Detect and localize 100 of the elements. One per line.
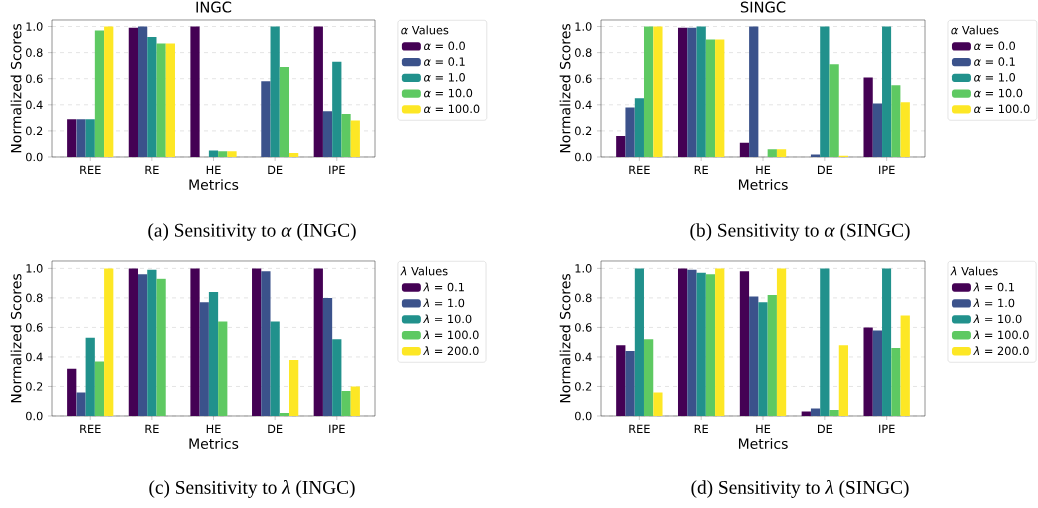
y-tick-label: 1.0	[26, 22, 43, 31]
bar	[76, 392, 86, 416]
y-tick-label: 0.2	[575, 382, 592, 391]
legend-title: λ Values	[400, 266, 448, 276]
bar	[156, 43, 166, 157]
x-tick-label: HE	[206, 424, 221, 433]
bar	[218, 151, 228, 157]
legend-label: α = 0.1	[424, 57, 465, 66]
bar	[715, 268, 725, 416]
bar	[332, 61, 342, 157]
bar	[227, 151, 237, 157]
x-tick-label: IPE	[329, 165, 345, 174]
bar	[653, 392, 663, 416]
y-tick-label: 0.4	[575, 100, 592, 110]
bar	[147, 269, 157, 416]
y-tick-label: 0.6	[575, 323, 592, 332]
y-tick-label: 0.4	[26, 352, 43, 362]
x-tick-label: REE	[629, 165, 650, 174]
bar	[810, 154, 821, 157]
bar	[616, 345, 626, 416]
bar	[341, 390, 351, 416]
x-tick-label: IPE	[329, 424, 345, 433]
bar	[190, 268, 200, 416]
y-tick-label: 0.8	[26, 48, 43, 57]
text: (b) Sensitivity to α (SINGC)	[690, 223, 910, 241]
bar	[643, 339, 654, 416]
bar	[677, 268, 688, 416]
bar	[128, 27, 138, 157]
bar	[322, 297, 333, 416]
x-tick-label: RE	[145, 424, 159, 433]
bar	[687, 27, 697, 157]
bar	[634, 268, 644, 416]
bar	[829, 410, 839, 416]
x-axis-title: Metrics	[189, 438, 239, 449]
y-tick-label: 0.8	[26, 293, 43, 303]
legend-label: α = 0.0	[424, 41, 465, 51]
bar	[67, 119, 77, 157]
x-tick-label: DE	[268, 165, 283, 174]
x-tick-label: DE	[268, 424, 283, 433]
bar	[820, 268, 830, 416]
legend-label: λ = 10.0	[423, 314, 472, 324]
legend-label: λ = 0.1	[973, 282, 1014, 292]
bar	[767, 149, 777, 157]
legend-label: λ = 200.0	[423, 346, 479, 356]
bar	[767, 294, 777, 416]
x-tick-label: RE	[145, 165, 159, 174]
bar	[208, 292, 219, 416]
chart-title: INGC	[196, 1, 232, 13]
bar	[94, 361, 105, 416]
bar	[341, 113, 351, 157]
bar	[872, 330, 883, 416]
x-tick-label: DE	[818, 165, 833, 174]
bar	[289, 153, 299, 157]
legend-label: α = 1.0	[424, 73, 465, 82]
bar	[625, 107, 635, 157]
bar	[104, 26, 114, 157]
bar	[313, 26, 323, 157]
legend-label: λ = 100.0	[973, 330, 1029, 340]
bar	[829, 64, 839, 157]
bar	[218, 321, 228, 416]
text: (d) Sensitivity to λ (SINGC)	[691, 480, 909, 498]
y-tick-label: 0.6	[575, 74, 592, 84]
x-tick-label: REE	[80, 424, 101, 433]
legend-label: α = 1.0	[974, 73, 1016, 82]
y-tick-label: 1.0	[26, 264, 43, 273]
bar	[882, 26, 892, 157]
bar	[749, 296, 759, 416]
bar	[94, 30, 105, 157]
y-axis-title: Normalized Scores	[559, 273, 571, 403]
bar	[891, 348, 901, 416]
legend-title: α Values	[401, 25, 449, 35]
bar	[261, 81, 271, 157]
x-axis-title: Metrics	[738, 179, 788, 190]
legend-label: α = 0.0	[974, 41, 1016, 51]
bar	[758, 302, 768, 416]
y-tick-label: 0.8	[575, 48, 592, 57]
y-axis-title: Normalized Scores	[559, 23, 571, 153]
legend-label: α = 0.1	[974, 57, 1015, 66]
bar	[838, 345, 849, 416]
bar	[156, 278, 166, 416]
legend-label: λ = 1.0	[423, 298, 465, 308]
y-tick-label: 0.8	[575, 293, 592, 303]
y-tick-label: 1.0	[575, 22, 592, 31]
bar	[199, 302, 209, 416]
y-tick-label: 1.0	[575, 264, 592, 273]
legend-label: α = 10.0	[424, 88, 473, 98]
bar	[625, 351, 635, 416]
y-tick-label: 0.0	[26, 152, 43, 162]
bar	[677, 27, 688, 157]
legend-label: λ = 100.0	[423, 330, 479, 340]
legend-label: α = 100.0	[974, 104, 1030, 114]
bar	[350, 120, 360, 157]
y-axis-title: Normalized Scores	[10, 23, 22, 153]
bar	[739, 142, 750, 157]
bar	[190, 26, 200, 157]
legend-title: λ Values	[950, 266, 998, 276]
bar	[891, 85, 901, 157]
x-tick-label: RE	[694, 165, 708, 174]
bar	[67, 368, 77, 416]
bar	[616, 136, 626, 157]
